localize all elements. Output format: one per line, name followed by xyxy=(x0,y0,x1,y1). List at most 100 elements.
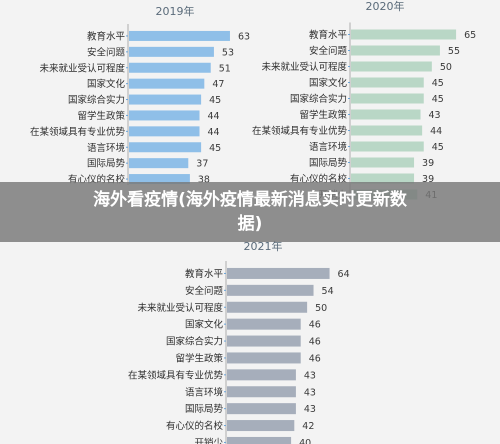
value-label: 44 xyxy=(208,111,220,122)
value-label: 43 xyxy=(304,370,316,381)
bar xyxy=(351,45,440,56)
bar xyxy=(129,78,205,89)
category-label: 未来就业受认可程度 xyxy=(261,61,347,73)
bar xyxy=(227,318,301,330)
category-label: 国家文化 xyxy=(185,319,224,331)
category-label: 国际局势 xyxy=(87,158,126,170)
bar xyxy=(227,386,296,398)
bar xyxy=(227,420,295,432)
category-label: 教育水平 xyxy=(185,268,224,280)
bar xyxy=(227,301,308,313)
value-label: 43 xyxy=(304,404,316,415)
bar xyxy=(227,369,296,381)
value-label: 55 xyxy=(448,46,460,57)
value-label: 45 xyxy=(209,95,221,106)
chart-title: 2020年 xyxy=(366,0,405,13)
headline-banner: 海外看疫情(海外疫情最新消息实时更新数据) xyxy=(0,182,500,242)
bar xyxy=(129,110,200,121)
value-label: 45 xyxy=(432,78,444,89)
bar xyxy=(351,77,424,88)
bar xyxy=(351,141,424,152)
value-label: 50 xyxy=(440,62,452,73)
value-label: 64 xyxy=(338,269,350,280)
value-label: 39 xyxy=(422,158,434,169)
category-label: 语言环境 xyxy=(185,386,224,398)
category-label: 国家文化 xyxy=(87,78,126,90)
value-label: 43 xyxy=(304,387,316,398)
category-label: 在某领域具有专业优势 xyxy=(128,369,224,381)
category-label: 留学生政策 xyxy=(175,352,223,364)
bar xyxy=(227,352,301,364)
bar xyxy=(129,30,230,41)
bar xyxy=(351,61,432,72)
value-label: 37 xyxy=(196,159,208,170)
bar xyxy=(227,403,296,415)
bar xyxy=(227,284,314,296)
category-label: 国家文化 xyxy=(309,77,348,89)
bar xyxy=(129,174,190,185)
value-label: 50 xyxy=(315,303,327,314)
bar xyxy=(351,157,415,168)
category-label: 安全问题 xyxy=(185,285,224,297)
chart-title: 2019年 xyxy=(156,4,195,18)
category-label: 教育水平 xyxy=(309,29,348,41)
bar xyxy=(129,46,214,57)
bar xyxy=(129,142,202,153)
bar xyxy=(129,94,202,105)
value-label: 45 xyxy=(209,143,221,154)
headline-text: 海外看疫情(海外疫情最新消息实时更新数据) xyxy=(93,190,407,234)
value-label: 40 xyxy=(299,438,311,444)
category-label: 国家综合实力 xyxy=(290,93,347,105)
chart-title: 2021年 xyxy=(244,239,283,253)
bar xyxy=(129,126,200,137)
value-label: 45 xyxy=(432,94,444,105)
category-label: 国家综合实力 xyxy=(68,94,125,106)
value-label: 46 xyxy=(309,353,321,364)
bar xyxy=(129,62,211,73)
category-label: 在某领域具有专业优势 xyxy=(252,125,348,137)
bar xyxy=(129,158,189,169)
value-label: 44 xyxy=(430,126,442,137)
value-label: 54 xyxy=(322,286,334,297)
bar xyxy=(351,109,421,120)
category-label: 未来就业受认可程度 xyxy=(39,62,125,74)
bar xyxy=(227,267,330,279)
bar xyxy=(351,29,457,40)
category-label: 开销少 xyxy=(194,437,223,444)
category-label: 语言环境 xyxy=(309,141,348,153)
category-label: 教育水平 xyxy=(87,30,126,42)
category-label: 安全问题 xyxy=(309,45,348,57)
value-label: 45 xyxy=(432,142,444,153)
category-label: 国际局势 xyxy=(309,157,348,169)
value-label: 65 xyxy=(464,30,476,41)
value-label: 46 xyxy=(309,320,321,331)
value-label: 44 xyxy=(208,127,220,138)
category-label: 留学生政策 xyxy=(77,110,125,122)
bar xyxy=(351,93,424,104)
value-label: 43 xyxy=(429,110,441,121)
value-label: 47 xyxy=(212,79,224,90)
value-label: 42 xyxy=(302,421,314,432)
bar xyxy=(351,125,423,136)
value-label: 46 xyxy=(309,337,321,348)
category-label: 在某领域具有专业优势 xyxy=(30,126,126,138)
value-label: 53 xyxy=(222,47,234,58)
category-label: 有心仪的名校 xyxy=(166,420,224,432)
category-label: 国际局势 xyxy=(185,403,224,415)
value-label: 63 xyxy=(238,31,250,42)
category-label: 未来就业受认可程度 xyxy=(137,302,223,314)
bar xyxy=(227,436,292,444)
category-label: 留学生政策 xyxy=(299,109,347,121)
category-label: 语言环境 xyxy=(87,142,126,154)
value-label: 38 xyxy=(198,175,210,186)
category-label: 安全问题 xyxy=(87,46,126,58)
category-label: 国家综合实力 xyxy=(166,336,223,348)
bar xyxy=(351,173,415,184)
value-label: 39 xyxy=(422,174,434,185)
bar xyxy=(227,335,301,347)
